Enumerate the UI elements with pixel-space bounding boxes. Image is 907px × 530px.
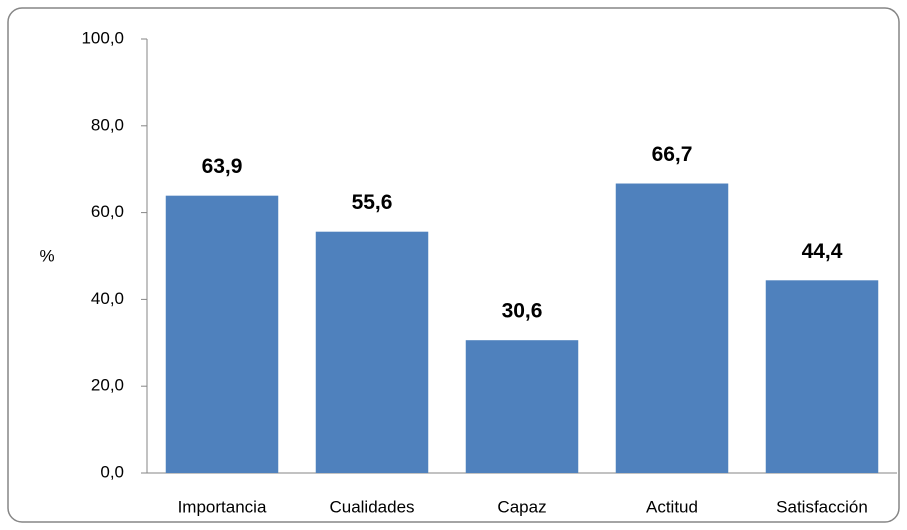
y-tick-label: 60,0 <box>91 202 124 221</box>
value-label: 66,7 <box>652 143 693 166</box>
y-tick-label: 100,0 <box>81 28 124 47</box>
y-tick-label: 80,0 <box>91 115 124 134</box>
value-label: 30,6 <box>502 300 543 323</box>
x-tick-label: Importancia <box>178 497 267 516</box>
x-tick-label: Cualidades <box>329 497 414 516</box>
value-label: 55,6 <box>352 191 393 214</box>
y-axis-label: % <box>39 246 54 265</box>
bar <box>465 340 579 473</box>
y-tick-label: 0,0 <box>100 462 124 481</box>
x-tick-label: Actitud <box>646 497 698 516</box>
y-tick-label: 20,0 <box>91 376 124 395</box>
bar <box>615 183 729 473</box>
y-tick-label: 40,0 <box>91 289 124 308</box>
value-label: 44,4 <box>802 240 843 263</box>
bar <box>165 195 279 473</box>
bar <box>315 231 429 473</box>
bar <box>765 280 879 473</box>
x-tick-label: Capaz <box>497 497 546 516</box>
chart-frame <box>7 7 900 523</box>
value-label: 63,9 <box>202 155 243 178</box>
x-tick-label: Satisfacción <box>776 497 868 516</box>
